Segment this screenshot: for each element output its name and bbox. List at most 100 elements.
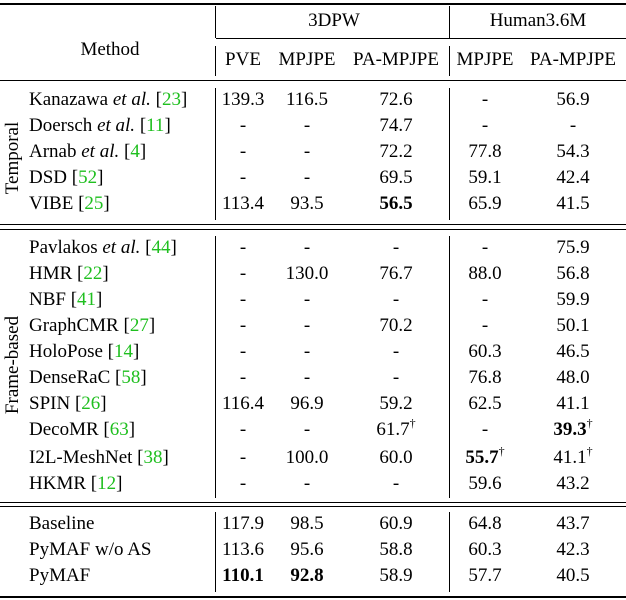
- value-cell: 116.4: [215, 393, 271, 415]
- ref-open: [: [70, 393, 82, 414]
- value-cell: 41.1†: [520, 444, 626, 469]
- value-cell: 76.8: [450, 367, 520, 389]
- value-text: -: [481, 237, 489, 258]
- header-method: Method: [80, 39, 140, 60]
- value-text: -: [481, 115, 489, 136]
- dagger-mark: †: [409, 416, 416, 430]
- value-cell: 40.5: [520, 565, 626, 587]
- value-text: 98.5: [290, 513, 324, 534]
- value-text: 96.9: [290, 393, 324, 414]
- value-text: -: [239, 447, 247, 468]
- value-cell: -: [450, 89, 520, 111]
- ref-open: [: [132, 447, 144, 468]
- value-cell: -: [271, 473, 343, 495]
- value-text: 64.8: [468, 513, 502, 534]
- value-text: -: [481, 419, 489, 440]
- citation-link[interactable]: 14: [113, 341, 133, 362]
- method-cell: SPIN [26]: [29, 393, 107, 415]
- method-name: NBF: [29, 289, 66, 310]
- ref-open: [: [135, 115, 147, 136]
- citation-link[interactable]: 63: [109, 419, 129, 440]
- value-cell: 41.1: [520, 393, 626, 415]
- value-text: 41.1: [556, 393, 590, 414]
- value-cell: 42.4: [520, 167, 626, 189]
- value-cell: 59.9: [520, 289, 626, 311]
- value-cell: 54.3: [520, 141, 626, 163]
- ref-open: [: [86, 473, 98, 494]
- vrule-mid-header: [449, 6, 450, 38]
- value-text: 76.8: [468, 367, 502, 388]
- value-text: 57.7: [468, 565, 502, 586]
- value-cell: -: [215, 141, 271, 163]
- citation-link[interactable]: 58: [121, 367, 141, 388]
- citation-link[interactable]: 12: [97, 473, 117, 494]
- citation-link[interactable]: 44: [151, 237, 171, 258]
- value-cell: -: [215, 263, 271, 285]
- citation-link[interactable]: 38: [143, 447, 163, 468]
- value-text: 42.4: [556, 167, 590, 188]
- value-text: 60.3: [468, 539, 502, 560]
- ref-close: ]: [132, 341, 140, 362]
- ref-close: ]: [140, 367, 147, 388]
- dagger-mark: †: [586, 444, 593, 458]
- ref-close: ]: [96, 289, 103, 310]
- citation-link[interactable]: 11: [146, 115, 165, 136]
- ref-open: [: [98, 419, 110, 440]
- method-cell: I2L-MeshNet [38]: [29, 447, 169, 469]
- header-col-3dpw-pampjpe: PA-MPJPE: [353, 49, 439, 70]
- ref-open: [: [110, 367, 122, 388]
- citation-link[interactable]: 41: [77, 289, 97, 310]
- vrule-left-header: [215, 6, 216, 38]
- value-text: 88.0: [468, 263, 502, 284]
- value-cell: 77.8: [450, 141, 520, 163]
- citation-link[interactable]: 4: [130, 141, 140, 162]
- value-cell: 46.5: [520, 341, 626, 363]
- method-cell: Pavlakos et al. [44]: [29, 237, 177, 259]
- method-cell: DenseRaC [58]: [29, 367, 147, 389]
- ref-close: ]: [116, 473, 123, 494]
- header-human36m: Human3.6M: [489, 10, 587, 31]
- value-cell: 60.9: [343, 513, 449, 535]
- value-text: -: [303, 367, 311, 388]
- value-text: -: [392, 289, 400, 310]
- value-text: -: [303, 237, 311, 258]
- bottom-rule: [0, 596, 626, 598]
- value-cell: 100.0: [271, 447, 343, 469]
- vrule-mid-ours: [449, 512, 450, 592]
- ref-close: ]: [128, 419, 136, 440]
- value-text: 92.8: [290, 565, 324, 586]
- citation-link[interactable]: 27: [129, 315, 149, 336]
- value-cell: 60.3: [450, 539, 520, 561]
- citation-link[interactable]: 52: [78, 167, 98, 188]
- value-text: 43.7: [556, 513, 590, 534]
- value-cell: -: [450, 315, 520, 337]
- method-etal: et al.: [97, 237, 141, 258]
- value-cell: 60.0: [343, 447, 449, 469]
- citation-link[interactable]: 26: [81, 393, 101, 414]
- dagger-mark: †: [498, 444, 505, 458]
- method-etal: et al.: [92, 115, 136, 136]
- value-text: -: [392, 237, 400, 258]
- header-rule: [0, 80, 626, 81]
- value-cell: 61.7†: [343, 416, 449, 441]
- citation-link[interactable]: 23: [161, 89, 181, 110]
- value-text: 117.9: [221, 513, 265, 534]
- value-cell: 113.4: [215, 193, 271, 215]
- value-cell: 93.5: [271, 193, 343, 215]
- value-text: 39.3: [553, 419, 587, 440]
- value-text: 56.8: [556, 263, 590, 284]
- value-cell: 62.5: [450, 393, 520, 415]
- header-col-h36m-pampjpe: PA-MPJPE: [530, 49, 616, 70]
- ref-close: ]: [102, 263, 109, 284]
- value-text: 65.9: [468, 193, 502, 214]
- citation-link[interactable]: 22: [83, 263, 103, 284]
- top-rule: [0, 3, 626, 5]
- value-text: -: [303, 315, 311, 336]
- value-cell: -: [343, 237, 449, 259]
- value-cell: -: [215, 237, 271, 259]
- value-text: -: [303, 115, 311, 136]
- citation-link[interactable]: 25: [84, 193, 104, 214]
- method-name: SPIN: [29, 393, 71, 414]
- ref-open: [: [102, 341, 114, 362]
- value-text: -: [569, 115, 577, 136]
